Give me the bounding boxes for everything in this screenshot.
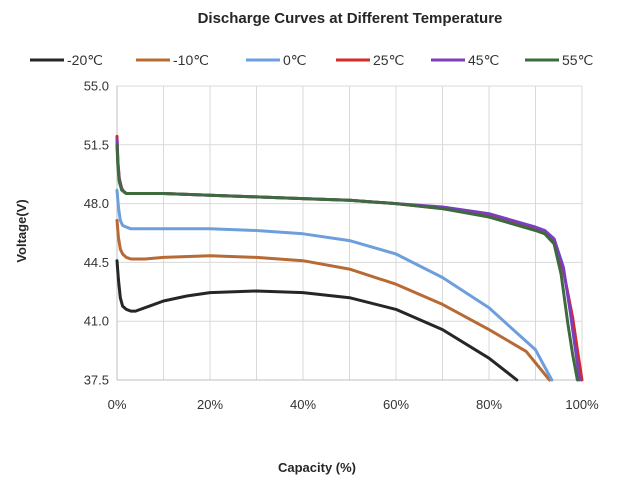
y-tick-label: 37.5 bbox=[84, 373, 109, 388]
x-tick-label: 20% bbox=[197, 397, 223, 412]
y-tick-label: 44.5 bbox=[84, 255, 109, 270]
x-tick-label: 100% bbox=[565, 397, 599, 412]
series-lines bbox=[115, 134, 584, 382]
x-axis-ticks: 0% 20% 40% 60% 80% 100% bbox=[108, 397, 599, 412]
y-tick-label: 41.0 bbox=[84, 314, 109, 329]
legend-label: -20℃ bbox=[67, 52, 103, 68]
y-axis-ticks: 37.5 41.0 44.5 48.0 51.5 55.0 bbox=[84, 79, 109, 388]
y-tick-label: 51.5 bbox=[84, 137, 109, 152]
series-line bbox=[115, 259, 519, 382]
legend-label: -10℃ bbox=[173, 52, 209, 68]
gridlines bbox=[117, 85, 583, 381]
y-tick-label: 48.0 bbox=[84, 196, 109, 211]
legend: -20℃ -10℃ 0℃ 25℃ 45℃ 55℃ bbox=[30, 52, 593, 68]
legend-label: 25℃ bbox=[373, 52, 404, 68]
x-tick-label: 0% bbox=[108, 397, 127, 412]
y-tick-label: 55.0 bbox=[84, 79, 109, 94]
x-tick-label: 60% bbox=[383, 397, 409, 412]
y-axis-title: Voltage(V) bbox=[14, 199, 29, 262]
legend-label: 45℃ bbox=[468, 52, 499, 68]
series-line bbox=[115, 143, 579, 382]
series-line bbox=[115, 218, 551, 382]
legend-label: 55℃ bbox=[562, 52, 593, 68]
x-axis-title: Capacity (%) bbox=[278, 460, 356, 475]
series-line bbox=[115, 138, 582, 382]
series-line bbox=[115, 188, 554, 382]
legend-label: 0℃ bbox=[283, 52, 307, 68]
x-tick-label: 80% bbox=[476, 397, 502, 412]
x-tick-label: 40% bbox=[290, 397, 316, 412]
chart-title: Discharge Curves at Different Temperatur… bbox=[198, 10, 503, 27]
